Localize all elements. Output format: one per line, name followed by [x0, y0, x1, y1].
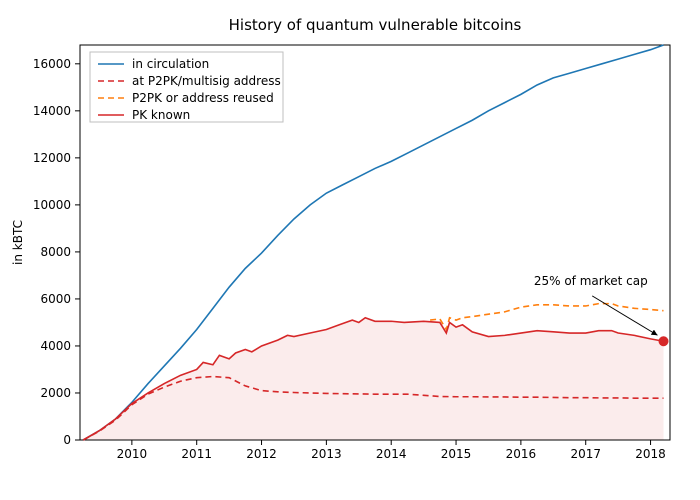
ytick-label: 6000: [40, 292, 71, 306]
ytick-label: 4000: [40, 339, 71, 353]
xtick-label: 2012: [246, 447, 277, 461]
ytick-label: 16000: [33, 57, 71, 71]
y-axis-label: in kBTC: [11, 220, 25, 265]
ytick-label: 10000: [33, 198, 71, 212]
ytick-label: 12000: [33, 151, 71, 165]
chart-container: 2010 2011 2012 2013 2014 2015 2016 2017 2018 0 200…: [0, 0, 700, 500]
legend-label: at P2PK/multisig address: [132, 74, 281, 88]
xtick-label: 2013: [311, 447, 342, 461]
ytick-label: 14000: [33, 104, 71, 118]
xtick-label: 2017: [570, 447, 601, 461]
annotation-text: 25% of market cap: [534, 274, 648, 288]
legend-label: PK known: [132, 108, 190, 122]
annotation-marker: [659, 336, 669, 346]
legend-label: in circulation: [132, 57, 209, 71]
xtick-label: 2015: [441, 447, 472, 461]
xtick-label: 2016: [506, 447, 537, 461]
legend-label: P2PK or address reused: [132, 91, 274, 105]
xtick-label: 2010: [117, 447, 148, 461]
chart-svg: 2010 2011 2012 2013 2014 2015 2016 2017 2018 0 200…: [0, 0, 700, 500]
ytick-label: 2000: [40, 386, 71, 400]
xtick-label: 2011: [181, 447, 212, 461]
ytick-label: 8000: [40, 245, 71, 259]
xtick-label: 2014: [376, 447, 407, 461]
xtick-label: 2018: [635, 447, 666, 461]
ytick-label: 0: [63, 433, 71, 447]
chart-title: History of quantum vulnerable bitcoins: [229, 16, 522, 34]
